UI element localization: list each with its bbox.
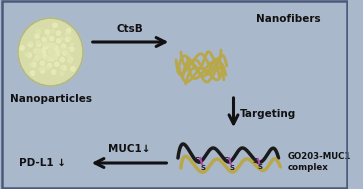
Text: CtsB: CtsB bbox=[117, 24, 143, 34]
Circle shape bbox=[28, 42, 33, 47]
Circle shape bbox=[27, 53, 31, 57]
Circle shape bbox=[50, 43, 55, 48]
Text: GO203-MUC1
complex: GO203-MUC1 complex bbox=[288, 152, 351, 172]
Circle shape bbox=[46, 66, 49, 70]
Circle shape bbox=[42, 38, 46, 42]
Text: S: S bbox=[258, 164, 263, 170]
Circle shape bbox=[49, 49, 54, 54]
Circle shape bbox=[45, 57, 48, 61]
Circle shape bbox=[65, 32, 69, 36]
Circle shape bbox=[36, 49, 40, 54]
Circle shape bbox=[46, 42, 50, 46]
Circle shape bbox=[51, 29, 55, 33]
Circle shape bbox=[38, 56, 41, 59]
Circle shape bbox=[44, 45, 48, 49]
Circle shape bbox=[38, 49, 41, 52]
Circle shape bbox=[69, 57, 73, 62]
Circle shape bbox=[63, 51, 67, 55]
Circle shape bbox=[30, 42, 33, 45]
Circle shape bbox=[34, 48, 38, 52]
Circle shape bbox=[70, 47, 74, 51]
Circle shape bbox=[47, 35, 50, 38]
Circle shape bbox=[49, 46, 53, 50]
Circle shape bbox=[62, 66, 66, 70]
Circle shape bbox=[42, 42, 46, 46]
Circle shape bbox=[52, 70, 56, 74]
Circle shape bbox=[36, 56, 40, 60]
Text: PD-L1 ↓: PD-L1 ↓ bbox=[19, 158, 66, 168]
Text: Nanofibers: Nanofibers bbox=[256, 14, 321, 24]
Circle shape bbox=[54, 62, 59, 66]
Circle shape bbox=[41, 51, 46, 56]
Text: S: S bbox=[223, 157, 228, 163]
Circle shape bbox=[68, 58, 72, 63]
Circle shape bbox=[70, 43, 73, 46]
Circle shape bbox=[66, 29, 71, 33]
Circle shape bbox=[33, 58, 37, 62]
Circle shape bbox=[47, 56, 50, 59]
Circle shape bbox=[36, 41, 40, 45]
Circle shape bbox=[60, 66, 64, 69]
Circle shape bbox=[71, 67, 75, 71]
Circle shape bbox=[36, 40, 40, 44]
Circle shape bbox=[37, 29, 41, 34]
Circle shape bbox=[41, 69, 45, 73]
Circle shape bbox=[59, 47, 64, 52]
Circle shape bbox=[43, 54, 47, 59]
Circle shape bbox=[47, 63, 52, 68]
Circle shape bbox=[18, 18, 83, 86]
Circle shape bbox=[40, 61, 45, 65]
Circle shape bbox=[61, 37, 64, 40]
Circle shape bbox=[54, 45, 58, 50]
Circle shape bbox=[65, 47, 69, 52]
Circle shape bbox=[37, 42, 41, 46]
Circle shape bbox=[25, 53, 29, 57]
Circle shape bbox=[53, 23, 57, 28]
Circle shape bbox=[53, 55, 57, 59]
Circle shape bbox=[66, 53, 70, 57]
Circle shape bbox=[48, 51, 51, 54]
Circle shape bbox=[55, 52, 60, 56]
Circle shape bbox=[30, 71, 34, 75]
Circle shape bbox=[56, 48, 60, 53]
Circle shape bbox=[48, 50, 52, 54]
Circle shape bbox=[35, 34, 39, 38]
Circle shape bbox=[53, 51, 56, 54]
Text: S: S bbox=[252, 158, 257, 164]
Text: Targeting: Targeting bbox=[240, 109, 297, 119]
Circle shape bbox=[49, 36, 54, 41]
Circle shape bbox=[69, 37, 72, 40]
Circle shape bbox=[47, 43, 51, 48]
Circle shape bbox=[50, 49, 54, 53]
Circle shape bbox=[50, 56, 54, 61]
Circle shape bbox=[38, 53, 43, 57]
Circle shape bbox=[56, 31, 61, 35]
Circle shape bbox=[29, 63, 33, 67]
Circle shape bbox=[45, 30, 49, 34]
Circle shape bbox=[53, 55, 57, 60]
Text: S: S bbox=[229, 165, 234, 171]
Circle shape bbox=[32, 62, 36, 67]
Circle shape bbox=[38, 67, 42, 71]
Circle shape bbox=[46, 56, 50, 61]
Text: S: S bbox=[195, 157, 200, 163]
Circle shape bbox=[60, 72, 64, 76]
Circle shape bbox=[41, 48, 46, 52]
Text: MUC1↓: MUC1↓ bbox=[108, 144, 150, 154]
Circle shape bbox=[42, 66, 46, 70]
Circle shape bbox=[61, 44, 66, 48]
Text: S: S bbox=[200, 165, 205, 171]
Circle shape bbox=[52, 43, 56, 48]
Circle shape bbox=[57, 39, 61, 43]
Circle shape bbox=[20, 46, 24, 50]
Text: Nanoparticles: Nanoparticles bbox=[9, 94, 91, 104]
Circle shape bbox=[60, 57, 65, 62]
Circle shape bbox=[65, 37, 69, 42]
Circle shape bbox=[34, 49, 38, 53]
Circle shape bbox=[51, 55, 54, 59]
